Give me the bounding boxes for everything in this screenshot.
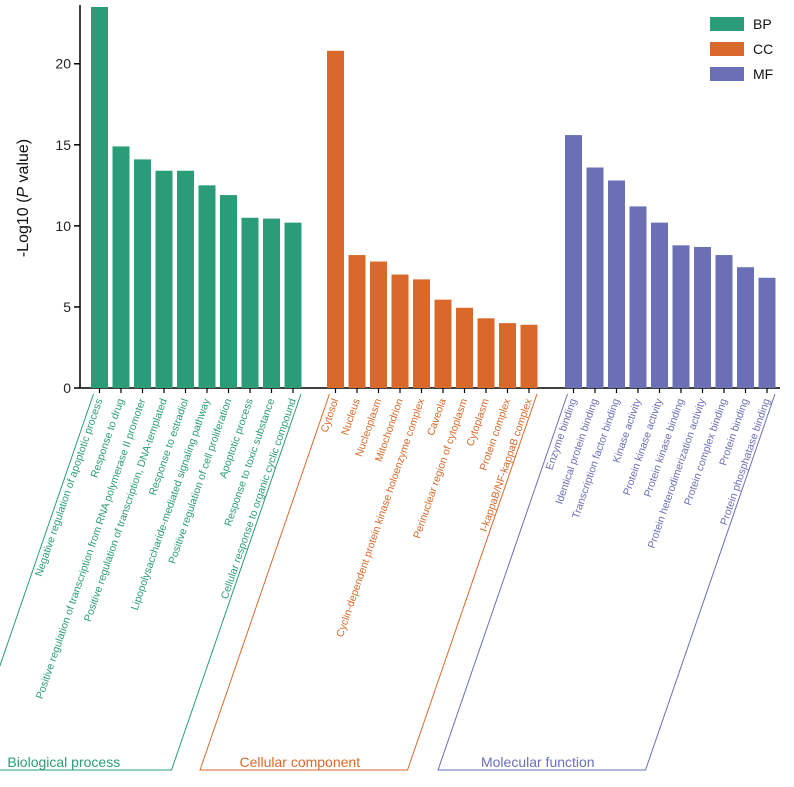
legend-entry: BP: [753, 16, 772, 32]
bar: [155, 170, 173, 388]
bar: [220, 195, 237, 388]
bar: [434, 299, 452, 388]
x-tick-label: Nucleus: [339, 397, 363, 437]
y-tick-label: 20: [55, 56, 71, 72]
bar: [198, 185, 216, 388]
bar: [758, 277, 776, 388]
y-tick-label: 10: [55, 218, 71, 234]
bar: [284, 222, 302, 388]
bar: [177, 170, 194, 388]
bar: [608, 180, 625, 388]
bar: [370, 261, 387, 388]
group-bracket: [0, 393, 302, 771]
bar: [112, 146, 130, 388]
legend-swatch: [710, 42, 744, 56]
bar: [241, 217, 259, 388]
bar: [715, 255, 733, 388]
legend-entry: CC: [753, 41, 773, 57]
x-tick-label: Caveola: [425, 397, 449, 437]
bar: [348, 255, 366, 388]
bar: [499, 323, 516, 388]
y-tick-label: 0: [63, 380, 71, 396]
group-bracket: [437, 393, 776, 771]
bar: [327, 50, 344, 388]
bar: [629, 206, 647, 388]
bar: [391, 274, 409, 388]
bar: [586, 167, 604, 388]
bar: [694, 246, 711, 388]
bars: [91, 7, 776, 388]
bar: [520, 324, 538, 388]
legend-swatch: [710, 67, 744, 81]
group-label: Cellular component: [239, 754, 360, 770]
bar: [477, 318, 495, 388]
bar: [672, 245, 690, 388]
bar: [737, 267, 754, 388]
bar: [565, 135, 582, 388]
y-tick-label: 15: [55, 137, 71, 153]
y-axis-label: -Log10 (P value): [15, 139, 32, 257]
group-bracket: [199, 393, 538, 771]
legend-swatch: [710, 17, 744, 31]
bar: [134, 159, 151, 388]
category-labels: Negative regulation of apoptotic process…: [33, 396, 773, 700]
bar: [456, 307, 473, 388]
group-label: Biological process: [7, 754, 120, 770]
legend: BP CC MF: [710, 16, 773, 82]
group-label: Molecular function: [481, 754, 595, 770]
group-brackets: Biological process Cellular component Mole…: [0, 393, 776, 771]
y-tick-label: 5: [63, 299, 71, 315]
bar: [263, 218, 280, 388]
bar: [651, 222, 668, 388]
bar: [413, 279, 430, 388]
legend-entry: MF: [753, 66, 773, 82]
bar: [91, 7, 108, 388]
